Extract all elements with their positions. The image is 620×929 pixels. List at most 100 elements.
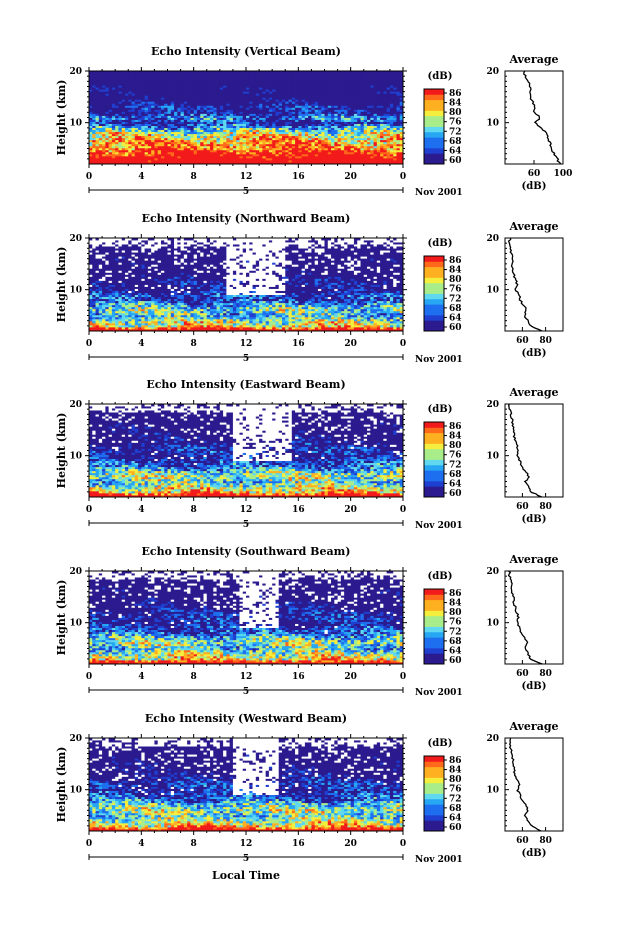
panel-4: Echo Intensity (Southward Beam) 0 4 8 12 16 20… [55,545,564,698]
colorbar-tick-label: 76 [449,118,462,128]
panel-title: Echo Intensity (Northward Beam) [142,212,351,225]
colorbar-segment [424,642,444,649]
x-tick-label: 16 [292,172,305,182]
colorbar-segment [424,105,444,111]
average-y-tick-label: 20 [486,567,499,577]
colorbar-segment [424,454,444,460]
y-tick-label: 20 [69,567,82,577]
y-axis-label: Height (km) [55,413,68,489]
average-profile-plot: Average 20 10 60 100 (dB) [486,53,572,192]
average-frame [504,237,564,332]
x-tick-label: 20 [344,339,357,349]
average-frame [504,403,564,498]
colorbar-segment [424,443,444,450]
x-tick-label: 12 [240,505,253,515]
colorbar-tick-label: 76 [449,618,462,628]
date-day-label: 5 [243,354,249,364]
colorbar-frame [423,755,445,832]
colorbar-tick-label: 76 [449,451,462,461]
average-title: Average [508,386,558,399]
date-day-label: 5 [243,687,249,697]
colorbar-segment [424,288,444,294]
panel-title: Echo Intensity (Westward Beam) [145,712,347,725]
colorbar-frame [423,255,445,332]
colorbar-tick-label: 84 [449,432,462,442]
average-x-unit: (dB) [522,181,547,192]
x-tick-label: 16 [292,839,305,849]
x-tick-label: 0 [86,172,92,182]
colorbar-tick-label: 64 [449,146,462,156]
average-x-tick-label: 80 [539,836,552,846]
x-tick-label: 0 [400,172,406,182]
average-y-tick-label: 10 [486,452,499,462]
colorbar-segment [424,491,444,498]
y-axis-label: Height (km) [55,80,68,156]
x-tick-label: 8 [191,505,197,515]
x-tick-label: 20 [344,172,357,182]
colorbar-segment [424,142,444,149]
colorbar-segment [424,320,444,327]
y-tick-label: 10 [69,452,82,462]
average-profile-plot: Average 20 10 60 80 (dB) [486,220,564,359]
colorbar-tick-label: 80 [449,608,462,618]
colorbar-tick-label: 68 [449,304,462,314]
average-profile-line [507,570,543,665]
x-tick-label: 16 [292,672,305,682]
y-axis-label: Height (km) [55,580,68,656]
average-title: Average [508,53,558,66]
colorbar-tick-label: 86 [449,756,462,766]
colorbar-segment [424,272,444,278]
average-x-tick-label: 60 [516,669,529,679]
average-y-tick-label: 20 [486,67,499,77]
date-label: Nov 2001 [415,521,463,531]
colorbar-tick-label: 80 [449,275,462,285]
average-title: Average [508,220,558,233]
average-x-tick-label: 60 [516,336,529,346]
panel-3: Echo Intensity (Eastward Beam) 0 4 8 12 16 20 0… [55,378,564,531]
colorbar-segment [424,121,444,127]
x-tick-label: 16 [292,505,305,515]
average-profile-plot: Average 20 10 60 80 (dB) [486,553,564,692]
colorbar-tick-label: 76 [449,285,462,295]
colorbar-tick-label: 68 [449,637,462,647]
x-tick-label: 4 [138,672,144,682]
colorbar-frame [423,421,445,498]
colorbar-segment [424,610,444,617]
x-axis-label: Local Time [212,869,280,882]
colorbar-segment [424,464,444,471]
colorbar-segment [424,647,444,654]
average-x-tick-label: 80 [539,336,552,346]
colorbar-tick-label: 64 [449,313,462,323]
x-tick-label: 12 [240,839,253,849]
colorbar-segment [424,422,444,428]
date-day-label: 5 [243,187,249,197]
average-x-unit: (dB) [522,848,547,859]
colorbar-segment [424,438,444,444]
colorbar-segment [424,761,444,768]
colorbar-tick-label: 60 [449,156,462,166]
colorbar-tick-label: 64 [449,813,462,823]
colorbar-tick-label: 84 [449,99,462,109]
colorbar-segment [424,475,444,482]
colorbar-segment [424,266,444,273]
panel-1: Echo Intensity (Vertical Beam) 0 4 8 12 16 20 0… [55,45,572,198]
colorbar-segment [424,766,444,773]
colorbar-tick-label: 72 [449,127,462,137]
x-tick-label: 12 [240,172,253,182]
colorbar-segment [424,432,444,439]
x-tick-label: 8 [191,339,197,349]
x-tick-label: 0 [400,505,406,515]
panel-2: Echo Intensity (Northward Beam) 0 4 8 12 16 20… [55,212,564,365]
average-y-tick-label: 10 [486,786,499,796]
x-tick-label: 0 [86,839,92,849]
y-tick-label: 10 [69,286,82,296]
colorbar-segment [424,809,444,816]
colorbar-segment [424,486,444,493]
y-tick-label: 20 [69,67,82,77]
x-tick-label: 8 [191,839,197,849]
x-tick-label: 0 [86,672,92,682]
x-tick-label: 0 [400,672,406,682]
colorbar-segment [424,615,444,622]
colorbar-tick-label: 72 [449,460,462,470]
